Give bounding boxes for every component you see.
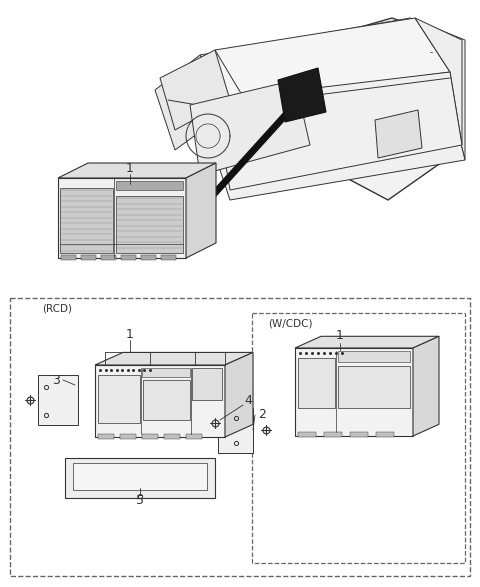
Polygon shape — [164, 434, 180, 439]
Polygon shape — [142, 434, 158, 439]
Polygon shape — [298, 358, 335, 408]
Polygon shape — [98, 434, 114, 439]
Text: 1: 1 — [336, 329, 344, 342]
Bar — [252, 313, 465, 563]
Polygon shape — [38, 375, 78, 425]
Polygon shape — [200, 80, 465, 200]
Text: 5: 5 — [136, 494, 144, 507]
Polygon shape — [186, 434, 202, 439]
Polygon shape — [215, 18, 450, 100]
Polygon shape — [218, 408, 253, 453]
Polygon shape — [116, 196, 183, 253]
Polygon shape — [190, 80, 310, 175]
Polygon shape — [410, 18, 465, 160]
Polygon shape — [98, 375, 140, 423]
Text: 3: 3 — [52, 373, 60, 386]
Text: (W/CDC): (W/CDC) — [268, 318, 312, 328]
Polygon shape — [121, 255, 136, 260]
Polygon shape — [116, 181, 183, 190]
Polygon shape — [155, 55, 230, 150]
Polygon shape — [413, 336, 439, 436]
Polygon shape — [186, 163, 216, 258]
Polygon shape — [225, 352, 253, 437]
Polygon shape — [141, 255, 156, 260]
Polygon shape — [338, 366, 410, 408]
Polygon shape — [376, 432, 394, 437]
Polygon shape — [338, 351, 410, 362]
Polygon shape — [81, 255, 96, 260]
Text: 2: 2 — [258, 409, 266, 421]
Text: 1: 1 — [126, 328, 134, 340]
Polygon shape — [101, 255, 116, 260]
Polygon shape — [324, 432, 342, 437]
Polygon shape — [415, 18, 462, 145]
Polygon shape — [161, 255, 176, 260]
Polygon shape — [120, 434, 136, 439]
Polygon shape — [61, 255, 76, 260]
Polygon shape — [295, 336, 439, 348]
Polygon shape — [298, 432, 316, 437]
Polygon shape — [160, 50, 230, 130]
Polygon shape — [65, 458, 215, 498]
Polygon shape — [295, 348, 413, 436]
Polygon shape — [375, 110, 422, 158]
Bar — [10, 298, 470, 576]
Polygon shape — [95, 352, 253, 365]
Polygon shape — [215, 72, 462, 190]
Polygon shape — [200, 18, 445, 110]
Text: 4: 4 — [244, 393, 252, 407]
Polygon shape — [142, 368, 190, 377]
Polygon shape — [58, 178, 186, 258]
Polygon shape — [73, 463, 207, 490]
Polygon shape — [143, 380, 190, 420]
Polygon shape — [192, 368, 222, 400]
Text: 1: 1 — [126, 161, 134, 174]
Polygon shape — [350, 432, 368, 437]
Polygon shape — [160, 18, 462, 200]
Polygon shape — [60, 188, 113, 253]
Polygon shape — [58, 163, 216, 178]
Text: (RCD): (RCD) — [42, 303, 72, 313]
Polygon shape — [278, 68, 326, 122]
Polygon shape — [95, 365, 225, 437]
